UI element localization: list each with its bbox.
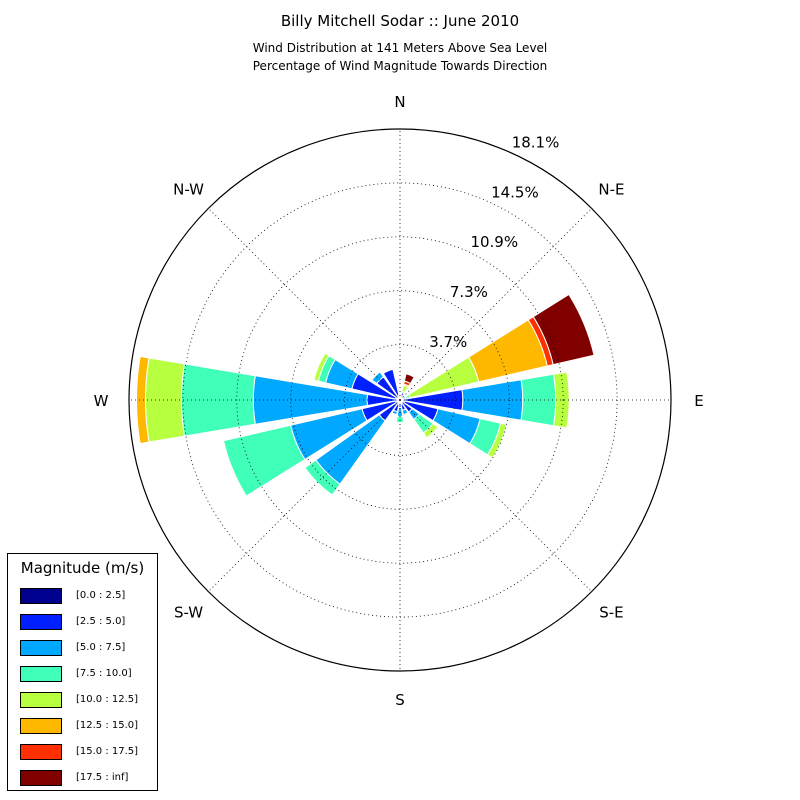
legend-label: [10.0 : 12.5] bbox=[76, 694, 139, 705]
wind-rose-bar-segment bbox=[403, 373, 415, 385]
legend-swatch bbox=[20, 692, 62, 708]
legend: Magnitude (m/s) [0.0 : 2.5] [2.5 : 5.0] … bbox=[7, 553, 158, 791]
legend-label: [12.5 : 15.0] bbox=[76, 720, 139, 731]
legend-swatch bbox=[20, 588, 62, 604]
wind-rose-bar-segment bbox=[136, 355, 150, 445]
radial-gridline bbox=[344, 344, 456, 456]
direction-label: S bbox=[395, 691, 405, 709]
radial-tick-label: 10.9% bbox=[470, 233, 518, 251]
wind-rose-bar-segment bbox=[382, 368, 400, 397]
wind-rose-bar-segment bbox=[395, 415, 405, 423]
wind-rose-bar-segment bbox=[520, 373, 557, 427]
direction-label: S-E bbox=[599, 603, 623, 621]
chart-subtitle-line-2: Percentage of Wind Magnitude Towards Dir… bbox=[252, 59, 548, 73]
direction-label: N bbox=[394, 93, 405, 111]
radial-tick-label: 7.3% bbox=[450, 283, 488, 301]
radial-tick-label: 3.7% bbox=[429, 333, 467, 351]
wind-rose-bar-segment bbox=[532, 293, 595, 366]
wind-rose-bar-segment bbox=[371, 371, 385, 385]
legend-swatch bbox=[20, 718, 62, 734]
direction-label: N-W bbox=[173, 181, 204, 199]
chart-title: Billy Mitchell Sodar :: June 2010 bbox=[280, 12, 520, 30]
direction-label: S-W bbox=[174, 603, 203, 621]
wind-rose-bar-segment bbox=[422, 422, 439, 439]
radial-tick-label: 18.1% bbox=[512, 134, 560, 152]
legend-title: Magnitude (m/s) bbox=[20, 559, 145, 577]
legend-label: [7.5 : 10.0] bbox=[76, 668, 132, 679]
wind-rose-bar-segment bbox=[304, 459, 341, 496]
wind-rose-bar-segment bbox=[486, 422, 508, 459]
wind-rose-bar-segment bbox=[180, 363, 256, 437]
legend-label: [0.0 : 2.5] bbox=[76, 590, 126, 601]
angular-gridline bbox=[208, 208, 401, 401]
direction-label: W bbox=[94, 392, 109, 410]
radial-gridline bbox=[182, 182, 618, 618]
legend-swatch bbox=[20, 744, 62, 760]
legend-label: [15.0 : 17.5] bbox=[76, 746, 139, 757]
wind-rose-bar-segment bbox=[222, 424, 306, 497]
wind-rose-bar-segment bbox=[313, 352, 330, 382]
radial-gridline bbox=[236, 236, 564, 564]
legend-swatch bbox=[20, 614, 62, 630]
wind-rose-bar-segment bbox=[553, 371, 570, 429]
radial-gridline bbox=[290, 290, 510, 510]
chart-subtitle-line-1: Wind Distribution at 141 Meters Above Se… bbox=[252, 41, 548, 55]
radial-tick-label: 14.5% bbox=[491, 183, 539, 201]
legend-swatch bbox=[20, 770, 62, 786]
legend-label: [2.5 : 5.0] bbox=[76, 616, 126, 627]
legend-swatch bbox=[20, 640, 62, 656]
plot-outer-boundary bbox=[128, 128, 672, 672]
direction-label: N-E bbox=[598, 181, 624, 199]
wind-rose-bar-segment bbox=[401, 408, 409, 416]
direction-label: E bbox=[694, 392, 703, 410]
legend-label: [5.0 : 7.5] bbox=[76, 642, 126, 653]
wind-rose-bar-segment bbox=[391, 409, 398, 416]
legend-swatch bbox=[20, 666, 62, 682]
legend-label: [17.5 : inf] bbox=[76, 772, 129, 783]
